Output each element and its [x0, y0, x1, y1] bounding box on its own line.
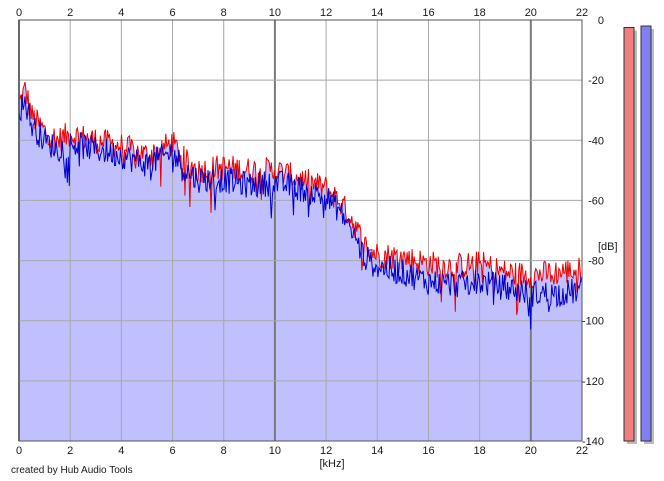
x-ticks-top: 0 2 4 6 8 10 12 14 16 18 20 22 — [16, 7, 588, 19]
y-tick-label: -120 — [582, 376, 604, 388]
y-tick-label: -140 — [582, 436, 604, 448]
x-tick-label-top: 16 — [422, 7, 434, 19]
y-tick-label: -20 — [588, 75, 604, 87]
x-tick-label-bottom: 12 — [320, 445, 332, 457]
x-tick-label-top: 22 — [576, 7, 588, 19]
series-line-red — [18, 81, 583, 315]
level-meter-right — [640, 25, 652, 442]
x-tick-label-bottom: 14 — [371, 445, 383, 457]
y-tick-label: 0 — [598, 15, 604, 27]
spectrum-area — [19, 82, 582, 441]
credit-text: created by Hub Audio Tools — [11, 465, 133, 476]
y-tick-label: -60 — [588, 195, 604, 207]
x-tick-label-bottom: 6 — [169, 445, 175, 457]
series-line-blue — [18, 94, 583, 330]
x-tick-label-bottom: 22 — [576, 445, 588, 457]
x-tick-label-top: 10 — [269, 7, 281, 19]
x-tick-label-top: 6 — [169, 7, 175, 19]
x-tick-label-top: 18 — [474, 7, 486, 19]
x-tick-label-top: 12 — [320, 7, 332, 19]
x-tick-label-bottom: 20 — [525, 445, 537, 457]
x-tick-label-bottom: 18 — [474, 445, 486, 457]
series-lines — [18, 81, 583, 330]
x-tick-label-bottom: 16 — [422, 445, 434, 457]
y-ticks: 0 -20 -40 -60 -80 -100 -120 -140 — [582, 15, 604, 448]
x-tick-label-bottom: 4 — [118, 445, 124, 457]
y-tick-label: -40 — [588, 135, 604, 147]
x-tick-label-bottom: 10 — [269, 445, 281, 457]
x-tick-label-top: 14 — [371, 7, 383, 19]
y-tick-label: -80 — [588, 256, 604, 268]
y-axis-label: [dB] — [598, 241, 618, 253]
level-meter-left — [623, 27, 635, 442]
x-tick-label-top: 2 — [67, 7, 73, 19]
plot-border — [18, 19, 583, 442]
x-tick-label-top: 4 — [118, 7, 124, 19]
x-tick-label-bottom: 0 — [16, 445, 22, 457]
spectrum-fill — [19, 82, 582, 441]
x-tick-label-bottom: 2 — [67, 445, 73, 457]
x-ticks-bottom: 0 2 4 6 8 10 12 14 16 18 20 22 — [16, 445, 588, 457]
x-tick-label-bottom: 8 — [221, 445, 227, 457]
x-tick-label-top: 0 — [16, 7, 22, 19]
x-axis-label: [kHz] — [319, 458, 344, 470]
level-meters — [623, 25, 654, 445]
x-tick-label-top: 8 — [221, 7, 227, 19]
y-tick-label: -100 — [582, 316, 604, 328]
x-tick-label-top: 20 — [525, 7, 537, 19]
